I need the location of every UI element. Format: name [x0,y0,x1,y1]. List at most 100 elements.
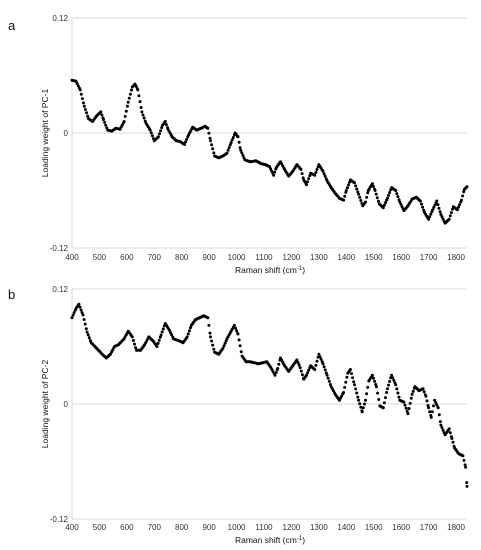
data-points [70,78,469,225]
x-tick-label: 600 [120,523,134,532]
data-point [374,192,378,196]
data-point [450,437,454,440]
data-point [438,210,442,214]
data-point [392,378,396,382]
data-point [277,362,281,366]
data-point [238,146,242,150]
data-point [358,402,362,406]
data-point [212,151,216,155]
data-point [428,410,432,414]
data-point [189,326,192,330]
data-point [211,147,215,151]
data-point [324,371,328,375]
data-point [422,208,426,212]
data-point [360,410,364,414]
x-tick-label: 1400 [337,523,355,532]
data-point [385,391,389,394]
data-point [184,140,188,144]
data-point [455,208,459,212]
x-tick-label: 1600 [392,523,410,532]
data-point [272,173,276,177]
data-point [422,390,426,394]
data-point [350,372,353,376]
data-point [227,146,231,149]
x-tick-label: 1500 [365,253,383,262]
data-point [441,428,445,432]
data-point [212,347,216,351]
data-point [397,198,401,202]
data-point [354,184,358,188]
data-point [163,120,167,123]
data-point [424,394,428,398]
data-point [237,338,241,342]
data-point [130,335,134,339]
data-point [388,191,392,194]
data-point [463,463,467,467]
data-point [300,172,304,176]
data-point [388,380,392,383]
data-point [386,387,389,391]
data-point [142,116,146,120]
data-point [427,217,431,221]
data-point [428,215,432,219]
data-point [133,82,137,86]
data-point [404,406,408,410]
data-point [382,203,386,207]
data-point [384,201,387,205]
data-point [451,440,455,444]
data-point [358,195,362,199]
y-axis-title: Loading weight of PC-1 [40,89,50,178]
data-point [366,191,370,195]
data-point [185,137,189,141]
data-point [327,379,331,383]
data-point [421,387,425,391]
data-point [102,118,105,122]
data-point [71,313,75,317]
y-tick-label: 0 [64,129,69,138]
data-point [159,333,163,337]
panel-letter: b [8,287,15,302]
data-point [394,383,398,387]
x-tick-label: 500 [93,523,107,532]
data-point [235,329,239,333]
data-point [134,346,138,350]
x-tick-label: 900 [202,523,216,532]
data-point [239,350,243,354]
data-point [465,484,469,488]
data-point [396,391,400,395]
data-point [308,174,312,178]
data-point [364,200,367,204]
x-tick-label: 1500 [365,523,383,532]
data-point [136,88,140,92]
data-point [78,305,82,309]
data-point [343,194,347,198]
data-point [232,323,236,327]
data-point [377,398,381,401]
x-tick-label: 1700 [420,523,438,532]
data-point [437,413,441,417]
x-tick-label: 1800 [447,523,465,532]
x-tick-label: 1300 [310,253,328,262]
data-point [375,385,378,389]
data-point [155,345,159,348]
data-point [352,380,356,384]
data-point [156,341,160,345]
data-point [230,138,234,142]
data-point [421,205,425,209]
data-point [447,427,451,431]
data-point [137,94,141,98]
data-point [398,200,402,204]
data-point [354,387,358,391]
data-point [408,401,412,405]
data-point [296,361,300,364]
data-point [403,403,407,407]
data-point [436,203,440,207]
x-axis-title: Raman shift (cm-1) [235,265,305,275]
data-point [372,185,375,188]
y-tick-label: 0.12 [52,14,68,23]
data-point [315,168,319,171]
data-point [432,404,435,408]
data-point [225,151,229,155]
data-point [370,182,374,186]
